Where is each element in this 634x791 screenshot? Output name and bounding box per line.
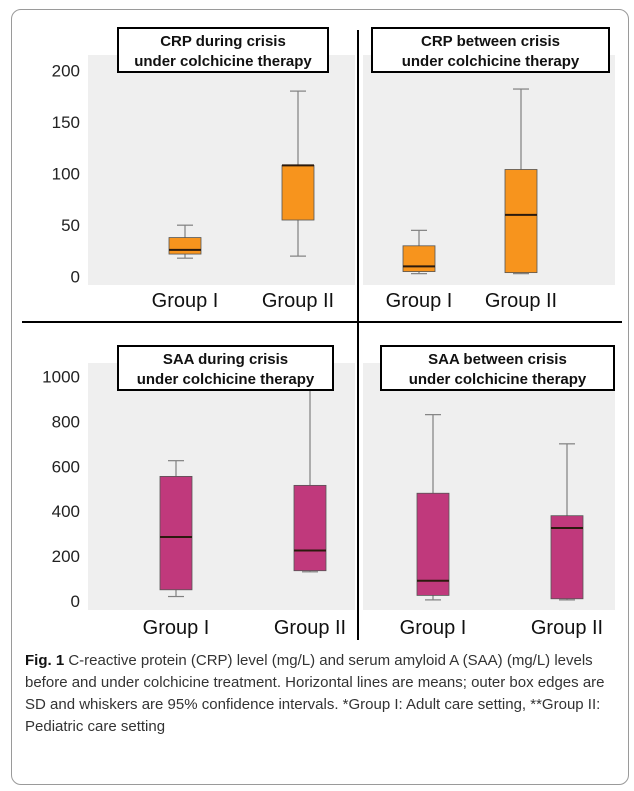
y-tick-label: 600 xyxy=(52,457,80,476)
x-category-label: Group I xyxy=(386,290,453,312)
y-tick-label: 150 xyxy=(52,113,80,132)
x-category-label: Group II xyxy=(531,617,603,639)
chart-title-line: SAA during crisis xyxy=(163,351,288,368)
box xyxy=(550,515,584,600)
box xyxy=(402,245,436,272)
y-tick-label: 50 xyxy=(61,216,80,235)
chart-title-line: under colchicine therapy xyxy=(402,53,580,70)
box xyxy=(159,475,193,591)
plot-area-1 xyxy=(88,55,355,285)
y-tick-label: 200 xyxy=(52,61,80,80)
box xyxy=(281,164,315,221)
x-category-label: Group I xyxy=(400,617,467,639)
box xyxy=(504,169,538,274)
chart-title-box xyxy=(371,27,610,73)
y-tick-label: 800 xyxy=(52,412,80,431)
y-tick-label: 1000 xyxy=(42,367,80,386)
chart-title-line: CRP between crisis xyxy=(421,33,560,50)
chart-title-line: under colchicine therapy xyxy=(137,371,315,388)
chart-title-line: SAA between crisis xyxy=(428,351,567,368)
caption-text: C-reactive protein (CRP) level (mg/L) an… xyxy=(25,652,605,735)
x-category-label: Group II xyxy=(262,290,334,312)
box xyxy=(168,237,202,255)
chart-title-box xyxy=(117,27,329,73)
x-category-label: Group I xyxy=(152,290,219,312)
figure-caption: Fig. 1 C-reactive protein (CRP) level (m… xyxy=(25,650,621,738)
chart-title-box xyxy=(380,345,615,391)
x-category-label: Group II xyxy=(274,617,346,639)
y-tick-label: 400 xyxy=(52,502,80,521)
boxplot-figure: 0 50 100 150 200 Group I Group II CRP during cr… xyxy=(22,27,622,640)
x-category-label: Group II xyxy=(485,290,557,312)
box xyxy=(293,484,327,572)
y-tick-label: 200 xyxy=(52,547,80,566)
y-tick-label: 0 xyxy=(71,592,80,611)
box xyxy=(416,492,450,596)
plot-area-2 xyxy=(363,55,615,285)
chart-title-box xyxy=(117,345,334,391)
caption-label: Fig. 1 xyxy=(25,652,65,669)
y-tick-label: 100 xyxy=(52,165,80,184)
y-tick-label: 0 xyxy=(71,268,80,287)
chart-title-line: CRP during crisis xyxy=(160,33,286,50)
chart-title-line: under colchicine therapy xyxy=(409,371,587,388)
chart-title-line: under colchicine therapy xyxy=(134,53,312,70)
figure-frame xyxy=(11,9,629,785)
x-category-label: Group I xyxy=(143,617,210,639)
